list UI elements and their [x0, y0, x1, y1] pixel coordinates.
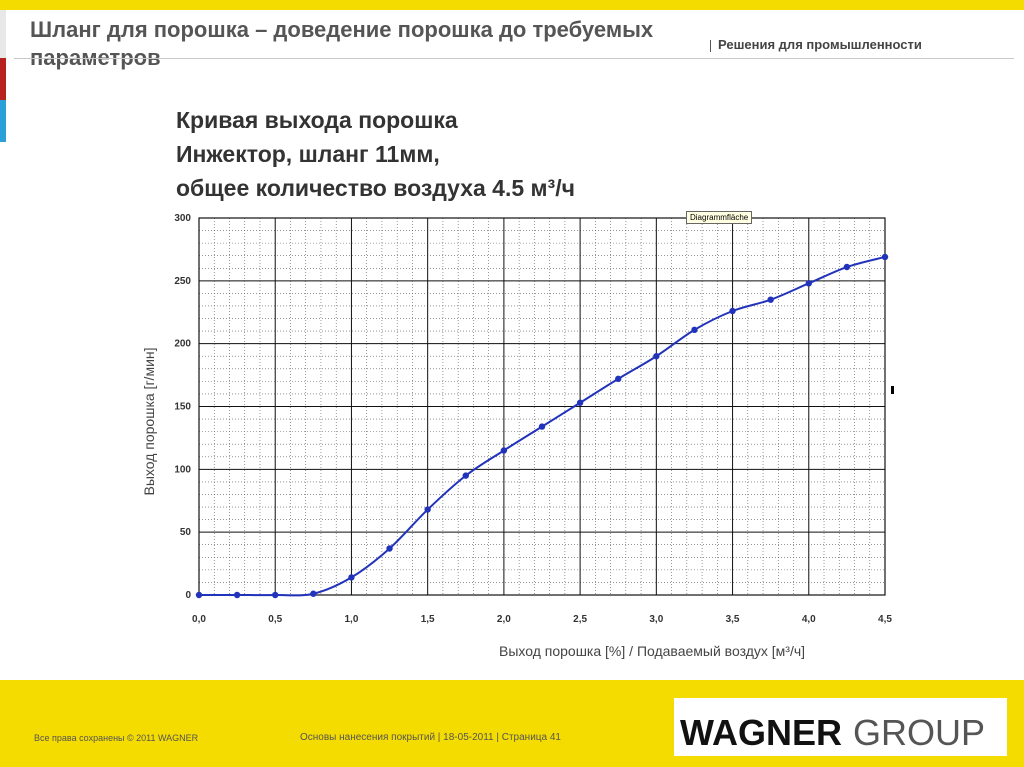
x-tick-label: 3,5: [726, 614, 740, 625]
data-point: [729, 307, 736, 315]
data-point: [843, 263, 851, 271]
data-point: [310, 590, 317, 597]
chart-area-tooltip: Diagrammfläche: [686, 211, 753, 224]
plot-border: [198, 217, 886, 596]
data-point: [881, 253, 889, 261]
edge-marker: [891, 386, 894, 394]
y-tick-label: 300: [174, 213, 191, 224]
x-tick-label: 0,0: [192, 614, 206, 625]
data-point: [195, 591, 203, 599]
data-point: [691, 326, 698, 334]
top-accent-bar: [0, 0, 1024, 10]
x-tick-label: 1,5: [421, 614, 435, 625]
y-tick-label: 200: [174, 339, 191, 350]
y-tick-label: 0: [185, 590, 191, 601]
page-subtitle: Решения для промышленности: [718, 37, 922, 52]
side-accent-red: [0, 58, 6, 100]
group-logo-text: GROUP: [853, 712, 986, 753]
x-tick-label: 2,0: [497, 614, 511, 625]
page-title: Шланг для порошка – доведение порошка до…: [30, 17, 654, 70]
data-point: [767, 296, 774, 303]
data-point: [500, 447, 508, 454]
x-axis-label: Выход порошка [%] / Подаваемый воздух [м…: [499, 643, 805, 659]
chart-title-line-1: Кривая выхода порошка: [176, 107, 458, 133]
y-axis-label: Выход порошка [г/мин]: [141, 347, 157, 495]
chart-title-line-3: общее количество воздуха 4.5 м³/ч: [176, 175, 575, 201]
y-tick-label: 50: [180, 527, 192, 538]
data-point: [233, 591, 241, 599]
chart-title-line-2: Инжектор, шланг 11мм,: [176, 141, 440, 167]
side-accent-gray: [0, 10, 6, 58]
x-tick-label: 4,0: [802, 614, 816, 625]
logo-background: [674, 698, 1007, 756]
chart-title: Кривая выхода порошка Инжектор, шланг 11…: [176, 103, 575, 205]
header-separator: [710, 40, 711, 52]
data-point: [386, 545, 393, 552]
data-point: [462, 472, 469, 479]
data-point: [576, 399, 584, 406]
x-tick-label: 1,0: [344, 614, 358, 625]
y-tick-label: 250: [174, 276, 191, 287]
y-tick-label: 100: [174, 464, 191, 475]
x-tick-label: 0,5: [268, 614, 282, 625]
x-tick-label: 3,0: [649, 614, 663, 625]
x-tick-label: 2,5: [573, 614, 587, 625]
x-tick-label: 4,5: [878, 614, 892, 625]
data-point: [538, 423, 546, 430]
data-point: [348, 574, 355, 581]
wagner-logo-text: WAGNER: [680, 712, 842, 753]
y-tick-label: 150: [174, 402, 191, 413]
side-accent-blue: [0, 100, 6, 142]
data-point: [424, 506, 431, 513]
powder-output-chart: 0,0 0,5 1,0 1,5 2,0 2,5 3,0 3,5 4,0 4,5 0 50 100 150 2…: [141, 213, 892, 659]
header-divider: [14, 58, 1014, 59]
footer-copyright: Все права сохранены © 2011 WAGNER: [34, 733, 199, 743]
data-point: [653, 353, 660, 360]
data-point: [615, 375, 622, 383]
data-point: [805, 280, 812, 287]
footer-info: Основы нанесения покрытий | 18-05-2011 |…: [300, 732, 561, 743]
data-point: [272, 591, 279, 599]
